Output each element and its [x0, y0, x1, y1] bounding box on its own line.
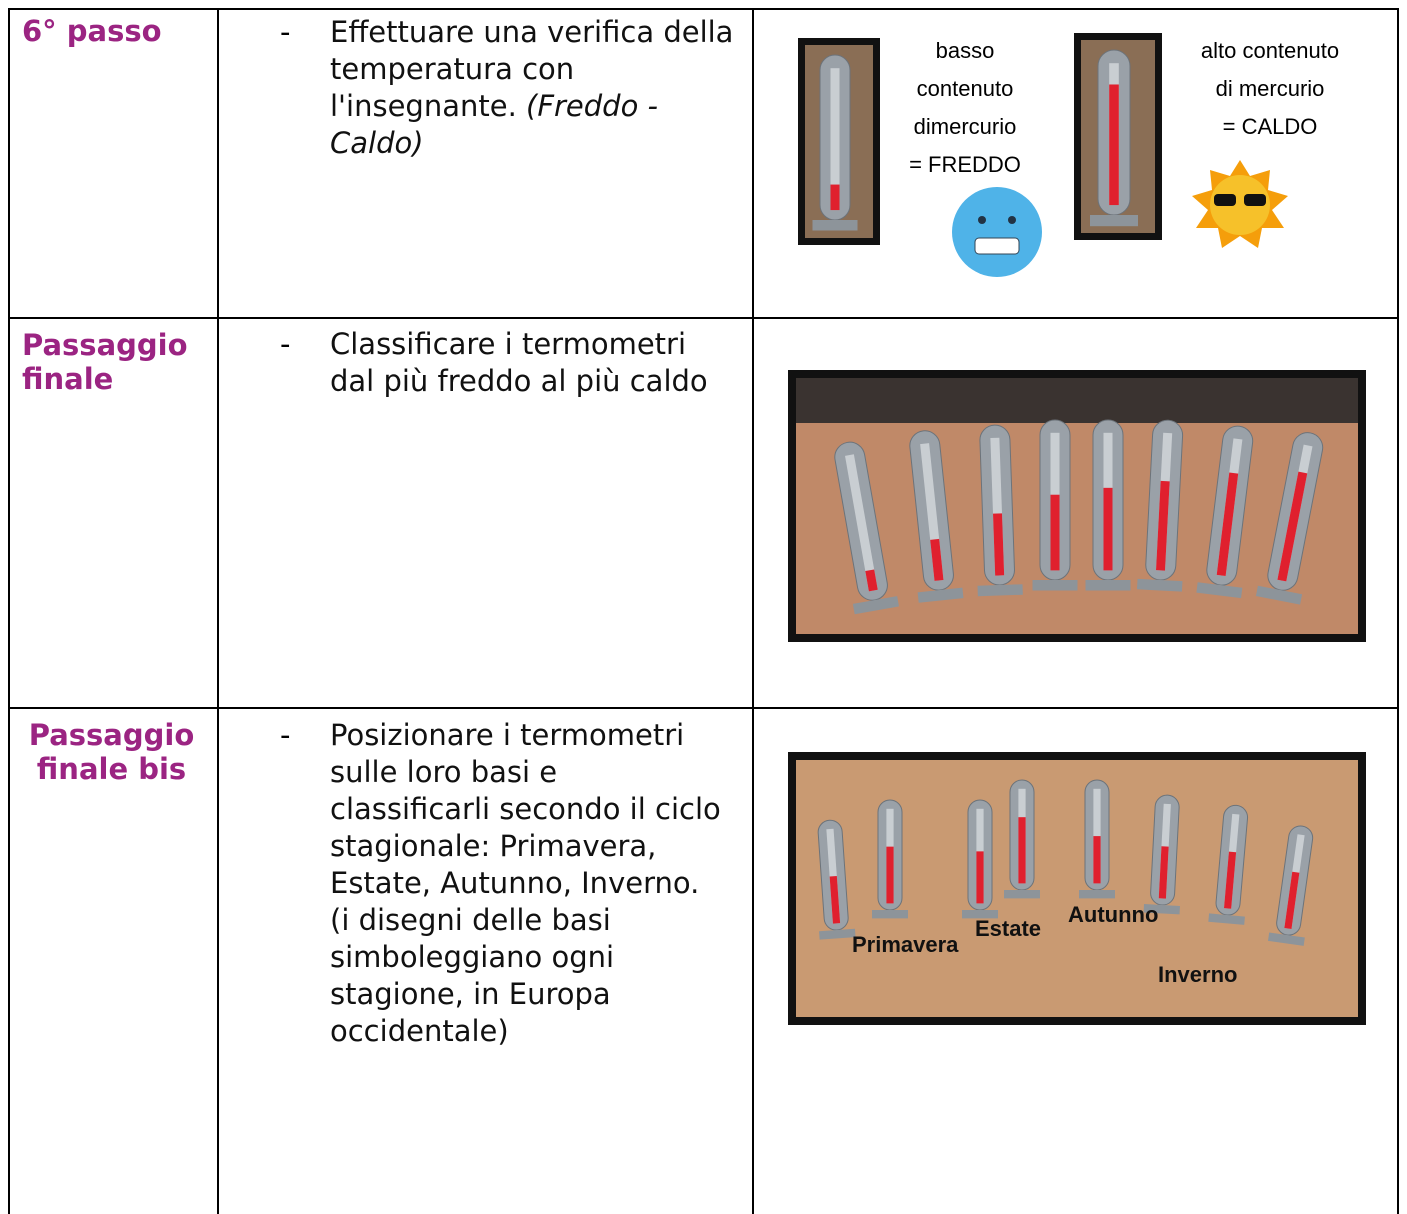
table-border	[752, 8, 754, 1214]
cold-emoji	[952, 187, 1042, 277]
thermometer	[1136, 419, 1184, 592]
thermometer	[1143, 794, 1180, 915]
table-border	[217, 8, 219, 1214]
table-border	[1397, 8, 1399, 1214]
text: Effettuare una verifica della temperatur…	[330, 15, 734, 123]
sunglasses	[1214, 194, 1236, 206]
row-label: Passaggio finale	[22, 328, 188, 396]
thermometer	[962, 799, 998, 919]
table-border	[8, 707, 1399, 709]
caption-line: = FREDDO	[909, 152, 1021, 177]
image-label: Inverno	[1158, 962, 1238, 987]
thermometer	[1208, 804, 1249, 925]
thermometer	[1004, 779, 1040, 899]
thermometer	[817, 819, 856, 940]
image-label: Primavera	[852, 932, 959, 957]
thermometer	[1268, 825, 1314, 946]
table-border	[8, 317, 1399, 319]
thermometer	[812, 54, 858, 231]
thermometer	[1255, 432, 1324, 605]
emoji-eye	[1008, 216, 1016, 224]
caption: alto contenuto di mercurio = CALDO	[1180, 32, 1360, 146]
image-label: Autunno	[1068, 902, 1159, 927]
row-label: 6° passo	[22, 14, 162, 48]
emoji-eye	[978, 216, 986, 224]
row-label: Passaggio finale bis	[28, 718, 195, 786]
bullet: -	[280, 15, 291, 49]
thermometer	[872, 799, 908, 919]
bullet: -	[280, 718, 291, 752]
photos	[788, 33, 1366, 1025]
table-border	[8, 8, 1399, 10]
caption-line: alto contenuto	[1200, 38, 1340, 63]
thermometer	[1196, 425, 1254, 599]
thermometer	[1032, 419, 1078, 591]
thermometer	[1085, 419, 1131, 591]
caption-line: contenuto	[916, 76, 1014, 101]
table-border	[8, 8, 10, 1214]
thermometer	[909, 430, 964, 603]
thermometer	[1090, 49, 1138, 227]
photo-wall	[796, 378, 1358, 423]
sunglasses	[1244, 194, 1266, 206]
image-label: Estate	[975, 916, 1042, 941]
row-text: Classificare i termometri dal più freddo…	[330, 327, 708, 398]
emoji-teeth	[974, 237, 1020, 255]
text-italic: (Freddo - Caldo)	[330, 89, 659, 160]
thermometer	[1079, 779, 1115, 899]
thermometer	[977, 424, 1023, 597]
caption-line: dimercurio	[913, 114, 1017, 139]
sun-face	[1210, 175, 1270, 235]
caption-line: di mercurio	[1215, 76, 1325, 101]
row-text: Effettuare una verifica della temperatur…	[330, 14, 735, 162]
row-text: Posizionare i termometri sulle loro basi…	[330, 718, 721, 1048]
caption-line: basso	[935, 38, 995, 63]
thermometer	[834, 441, 899, 615]
caption-line: = CALDO	[1222, 114, 1318, 139]
caption: basso contenuto dimercurio = FREDDO	[890, 32, 1040, 184]
bullet: -	[280, 327, 291, 361]
